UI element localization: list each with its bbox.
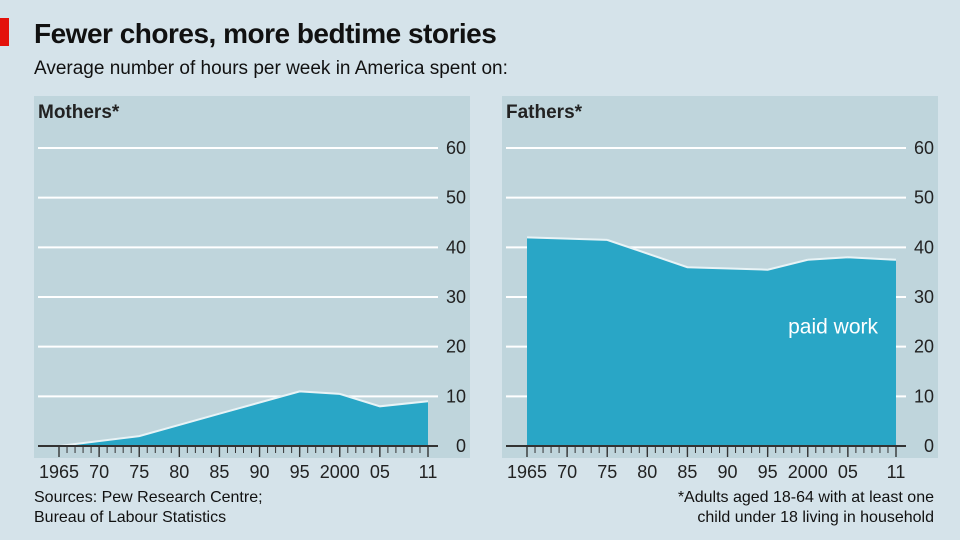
chart-1-y-tick-label: 20 — [914, 337, 934, 357]
sources-note: Sources: Pew Research Centre; Bureau of … — [34, 488, 263, 528]
chart-0-x-tick-label: 11 — [419, 462, 438, 482]
chart-1-x-tick-label: 90 — [718, 462, 738, 482]
fathers-panel: Fathers* 1965 70 75 80 85 90 95 2000 05 11 0 10 20 30 4… — [502, 96, 938, 482]
chart-0-x-tick-label: 70 — [89, 462, 109, 482]
chart-0-x-tick-label: 80 — [169, 462, 189, 482]
chart-1-area-series — [527, 237, 896, 446]
mothers-panel: Mothers* 1965 70 75 80 85 90 95 2000 05 11 0 10 20 30 4… — [34, 96, 470, 482]
chart-1-x-tick-label: 11 — [887, 462, 906, 482]
chart-1-x-tick-label: 1965 — [507, 462, 547, 482]
footnote: *Adults aged 18-64 with at least one chi… — [678, 488, 934, 528]
chart-0-panel-title: Mothers* — [38, 102, 120, 123]
chart-1-y-tick-label: 0 — [924, 436, 934, 456]
chart-1-x-tick-label: 2000 — [788, 462, 828, 482]
chart-1-x-tick-label: 75 — [597, 462, 617, 482]
chart-1-series-label: paid work — [788, 316, 878, 339]
chart-1-x-tick-label: 70 — [557, 462, 577, 482]
chart-0-y-tick-label: 30 — [446, 287, 466, 307]
chart-0-x-tick-label: 1965 — [39, 462, 79, 482]
chart-0-y-tick-label: 0 — [456, 436, 466, 456]
chart-1-y-tick-label: 50 — [914, 188, 934, 208]
chart-1-y-tick-label: 40 — [914, 237, 934, 257]
chart-1-x-tick-label: 95 — [758, 462, 778, 482]
chart-0-y-tick-label: 40 — [446, 237, 466, 257]
footnote-line-1: *Adults aged 18-64 with at least one — [677, 489, 934, 506]
chart-1-x-tick-label: 80 — [637, 462, 657, 482]
chart-0-x-tick-label: 75 — [129, 462, 149, 482]
chart-0-x-tick-label: 95 — [290, 462, 310, 482]
chart-0-y-tick-label: 60 — [446, 138, 466, 158]
chart-0-area-series — [59, 391, 428, 446]
chart-0-y-tick-label: 10 — [446, 386, 466, 406]
sources-line-2: Bureau of Labour Statistics — [34, 509, 227, 526]
chart-0-x-tick-label: 85 — [209, 462, 229, 482]
chart-1-panel-title: Fathers* — [506, 102, 583, 123]
chart-0-plot-background — [34, 96, 470, 458]
chart-title: Fewer chores, more bedtime stories — [34, 18, 497, 49]
chart-1-x-tick-label: 05 — [838, 462, 858, 482]
chart-0-x-tick-label: 05 — [370, 462, 390, 482]
chart-0-y-tick-label: 20 — [446, 337, 466, 357]
chart-0-y-tick-label: 50 — [446, 188, 466, 208]
chart-1-x-tick-label: 85 — [677, 462, 697, 482]
chart-subtitle: Average number of hours per week in Amer… — [34, 58, 508, 79]
chart-1-y-tick-label: 30 — [914, 287, 934, 307]
chart-0-x-tick-label: 90 — [250, 462, 270, 482]
sources-line-1: Sources: Pew Research Centre; — [34, 489, 263, 506]
brand-red-tag — [0, 18, 9, 46]
footnote-line-2: child under 18 living in household — [697, 509, 934, 526]
chart-1-y-tick-label: 10 — [914, 386, 934, 406]
chart-0-x-tick-label: 2000 — [320, 462, 360, 482]
chart-1-y-tick-label: 60 — [914, 138, 934, 158]
